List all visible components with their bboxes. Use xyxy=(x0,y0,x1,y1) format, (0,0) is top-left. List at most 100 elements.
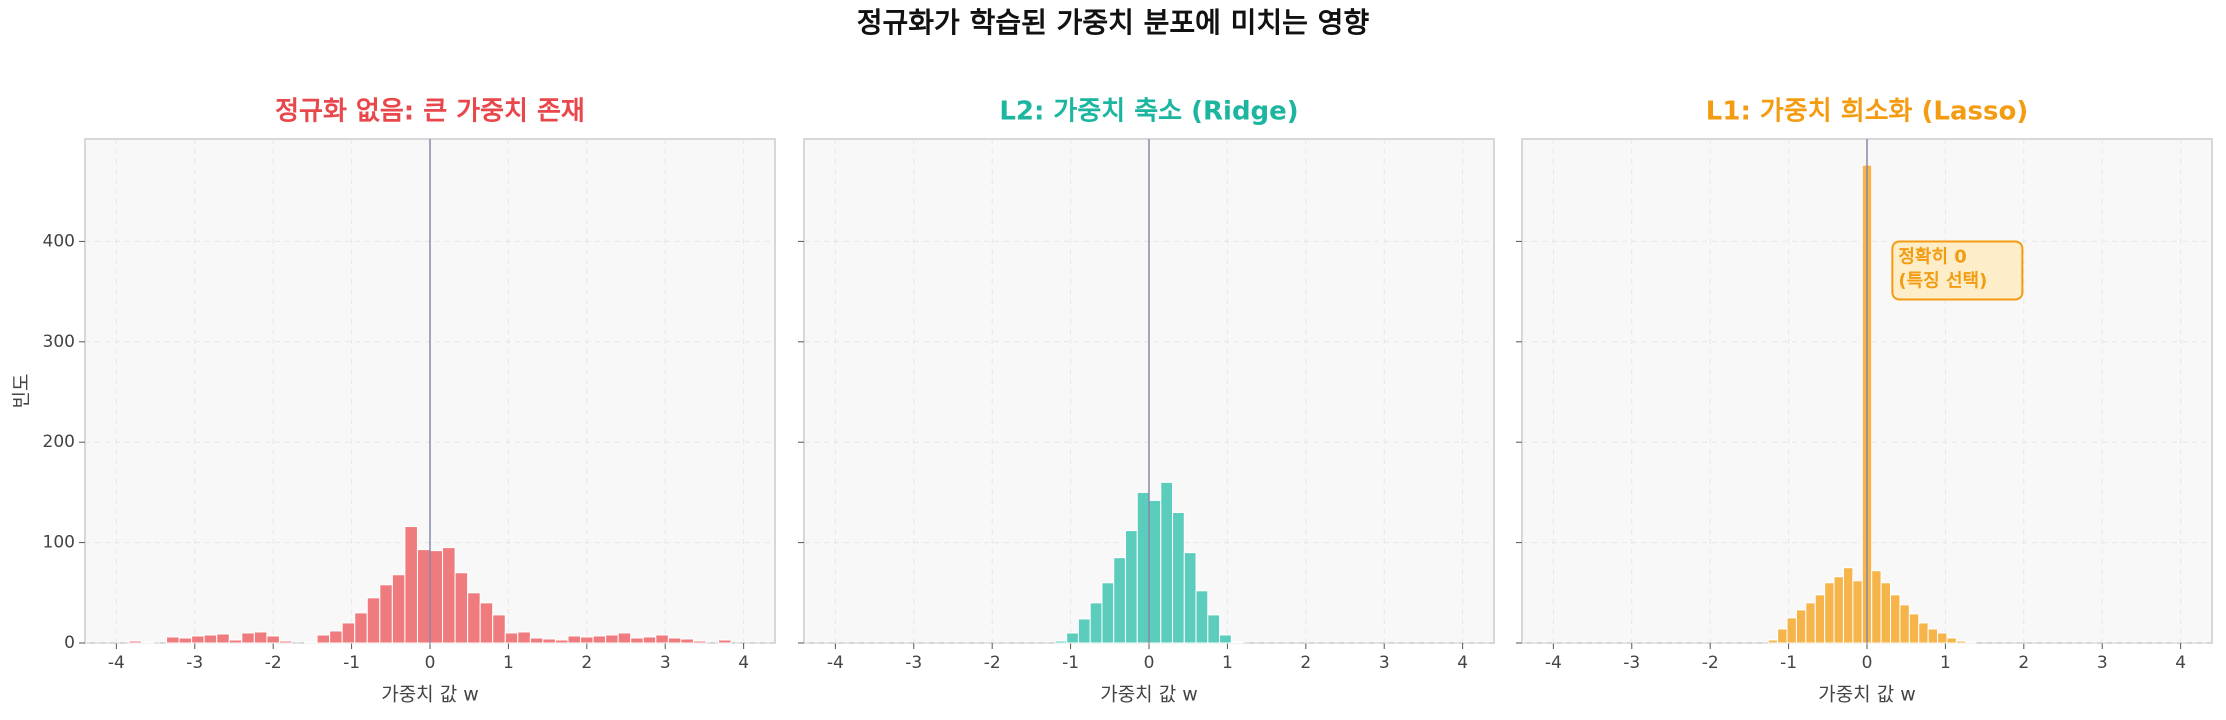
bar xyxy=(404,526,418,644)
bar xyxy=(454,572,469,644)
bar xyxy=(542,638,556,644)
x-tick-label: 2 xyxy=(1300,653,1311,673)
x-tick-label: 4 xyxy=(2175,653,2186,673)
panel-title: L1: 가중치 희소화 (Lasso) xyxy=(1706,97,2028,127)
bar xyxy=(278,640,293,644)
bar xyxy=(1124,530,1138,644)
bar xyxy=(178,637,193,644)
bar xyxy=(379,584,393,644)
bar xyxy=(1089,602,1103,644)
bar xyxy=(1172,511,1185,644)
bar xyxy=(1767,639,1779,644)
bar xyxy=(1795,609,1807,644)
bar xyxy=(1805,602,1816,644)
bar xyxy=(1160,481,1174,644)
x-tick-label: 0 xyxy=(1144,653,1155,673)
bar xyxy=(1786,617,1797,644)
bar xyxy=(1101,582,1115,644)
bar xyxy=(630,637,644,644)
bar xyxy=(592,635,607,644)
bar xyxy=(492,614,506,644)
y-tick-label: 300 xyxy=(43,332,75,352)
bar xyxy=(1148,499,1162,644)
bar xyxy=(1066,632,1079,644)
bar xyxy=(467,592,481,644)
bar xyxy=(1871,570,1882,644)
bar xyxy=(166,636,180,644)
bar xyxy=(416,549,431,644)
x-tick-label: -4 xyxy=(108,653,125,673)
bar xyxy=(429,550,444,644)
bar xyxy=(1937,632,1948,644)
bar xyxy=(680,638,694,644)
bar xyxy=(1833,576,1844,644)
bar xyxy=(1927,628,1939,644)
annotation: 정확히 0 xyxy=(1898,246,1966,267)
bar xyxy=(1777,628,1788,644)
x-tick-label: 4 xyxy=(1457,653,1468,673)
x-tick-label: -2 xyxy=(1702,653,1719,673)
x-tick-label: 2 xyxy=(581,653,592,673)
bar xyxy=(304,641,318,644)
bar xyxy=(554,639,569,644)
bar xyxy=(1918,622,1929,644)
x-tick-label: 3 xyxy=(1379,653,1390,673)
bar xyxy=(241,632,255,644)
bar xyxy=(567,635,582,644)
bar xyxy=(1136,491,1150,644)
x-axis-label: 가중치 값 w xyxy=(381,684,479,706)
bar xyxy=(1195,590,1209,644)
bar xyxy=(1207,614,1221,644)
x-tick-label: 1 xyxy=(503,653,514,673)
bar xyxy=(1113,557,1126,644)
bar xyxy=(605,634,619,644)
bar xyxy=(391,574,406,644)
bar xyxy=(203,634,218,644)
bar xyxy=(1230,641,1244,644)
figure-title: 정규화가 학습된 가중치 분포에 미치는 영향 xyxy=(857,6,1370,39)
y-tick-label: 200 xyxy=(43,432,75,452)
bar xyxy=(266,635,280,644)
bar xyxy=(655,634,669,644)
bar xyxy=(1183,552,1197,644)
bar xyxy=(504,632,519,644)
panel-title: 정규화 없음: 큰 가중치 존재 xyxy=(275,97,585,127)
bar xyxy=(1880,582,1892,644)
bar xyxy=(617,632,632,644)
x-tick-label: -4 xyxy=(827,653,844,673)
bar xyxy=(1077,618,1091,644)
x-tick-label: -3 xyxy=(186,653,203,673)
x-tick-label: 1 xyxy=(1940,653,1951,673)
bar xyxy=(1899,604,1910,644)
x-tick-label: -4 xyxy=(1545,653,1562,673)
x-axis-label: 가중치 값 w xyxy=(1100,684,1198,706)
bar xyxy=(692,640,707,644)
x-tick-label: 0 xyxy=(1862,653,1873,673)
x-axis-label: 가중치 값 w xyxy=(1818,684,1916,706)
x-tick-label: -2 xyxy=(265,653,282,673)
x-tick-label: 1 xyxy=(1222,653,1233,673)
x-tick-label: 4 xyxy=(738,653,749,673)
bar xyxy=(1814,594,1826,644)
x-tick-label: -1 xyxy=(1062,653,1079,673)
bar xyxy=(191,635,205,644)
y-tick-label: 400 xyxy=(43,231,75,251)
y-axis-label: 빈도 xyxy=(11,374,33,409)
x-tick-label: -1 xyxy=(343,653,360,673)
bar xyxy=(341,622,356,644)
annotation-box xyxy=(1891,240,2024,301)
bar xyxy=(1946,637,1957,644)
y-tick-label: 100 xyxy=(43,533,75,553)
bar xyxy=(1219,634,1232,644)
bar xyxy=(642,636,657,644)
x-tick-label: 0 xyxy=(425,653,436,673)
bar xyxy=(354,612,368,644)
bar xyxy=(517,631,531,644)
bar xyxy=(1824,582,1835,644)
bar xyxy=(442,547,456,644)
bar xyxy=(580,636,594,644)
bar xyxy=(667,637,682,644)
bar xyxy=(1890,594,1901,644)
bar xyxy=(128,640,142,644)
